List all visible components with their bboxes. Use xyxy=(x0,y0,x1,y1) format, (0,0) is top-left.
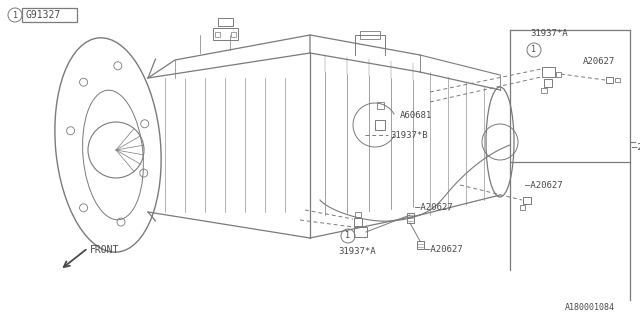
Bar xyxy=(214,31,220,36)
Text: A20627: A20627 xyxy=(583,58,615,67)
Bar xyxy=(605,77,612,83)
Text: —A20627: —A20627 xyxy=(525,181,563,190)
Bar xyxy=(523,196,531,204)
Bar xyxy=(353,227,367,237)
Text: 31937*A: 31937*A xyxy=(338,247,376,257)
Text: A180001084: A180001084 xyxy=(565,303,615,312)
Text: A60681: A60681 xyxy=(400,110,432,119)
Bar xyxy=(544,79,552,87)
Bar xyxy=(417,241,424,249)
Text: —A20627: —A20627 xyxy=(425,245,463,254)
Bar xyxy=(520,204,525,210)
Bar xyxy=(556,71,561,76)
Bar xyxy=(355,212,361,217)
Text: —A20627: —A20627 xyxy=(415,204,452,212)
Text: FRONT: FRONT xyxy=(90,245,120,255)
Bar xyxy=(22,8,77,22)
Text: 31937*A: 31937*A xyxy=(530,29,568,38)
Text: —24030: —24030 xyxy=(632,142,640,151)
Bar xyxy=(406,213,413,223)
Text: 31937*B: 31937*B xyxy=(390,131,428,140)
Text: 1: 1 xyxy=(531,45,536,54)
Text: 1: 1 xyxy=(13,11,17,20)
Bar xyxy=(218,18,232,26)
Bar xyxy=(230,31,236,36)
Bar xyxy=(541,67,554,77)
Bar xyxy=(541,87,547,92)
Bar xyxy=(376,101,383,108)
Bar xyxy=(375,120,385,130)
Bar xyxy=(354,218,362,226)
Bar xyxy=(212,28,237,40)
Text: 1: 1 xyxy=(346,231,351,241)
Bar xyxy=(360,31,380,39)
Text: G91327: G91327 xyxy=(25,10,60,20)
Bar xyxy=(614,78,620,82)
